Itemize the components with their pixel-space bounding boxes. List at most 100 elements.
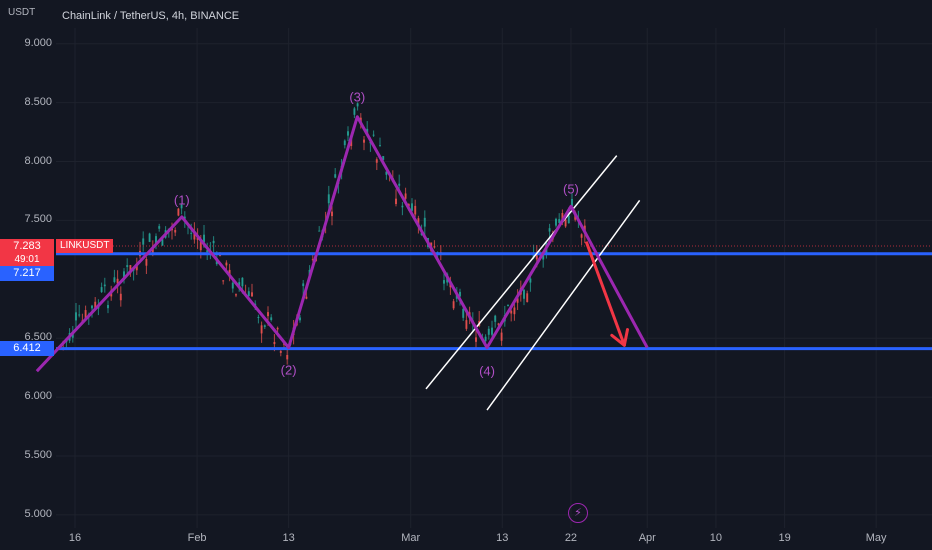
candle-body: [513, 307, 516, 315]
forecast-arrow-head-0: [622, 328, 629, 347]
candle-body: [347, 131, 349, 136]
x-tick-label: 19: [778, 532, 791, 544]
candle-body: [177, 208, 180, 216]
candle-body: [558, 219, 561, 224]
lightning-icon[interactable]: ⚡: [568, 503, 588, 523]
candle-body: [305, 296, 308, 299]
support-price-tag: 6.412: [0, 341, 54, 356]
last-price-tag: 7.283 49:01: [0, 239, 54, 267]
wave-label: (5): [562, 181, 579, 197]
candle-body: [465, 320, 468, 329]
candle-body: [142, 238, 145, 245]
candle-body: [510, 310, 513, 314]
candle-body: [529, 278, 532, 283]
candle-body: [507, 304, 509, 306]
candle-body: [334, 174, 337, 178]
candle-body: [404, 193, 407, 199]
candle-body: [219, 255, 221, 257]
candle-body: [126, 265, 129, 268]
candle-body: [363, 139, 365, 143]
channel-lines[interactable]: [425, 155, 641, 411]
candle-body: [260, 325, 263, 334]
candle-body: [567, 215, 570, 224]
candle-body: [148, 233, 151, 242]
candle-body: [375, 159, 378, 163]
candle-body: [500, 332, 503, 341]
candle-body: [212, 240, 215, 244]
candle-body: [331, 211, 333, 217]
candle-body: [561, 213, 564, 222]
candle-body: [523, 289, 525, 299]
candle-body: [222, 280, 225, 282]
candle-body: [247, 291, 250, 297]
candle-body: [203, 234, 205, 243]
candle-body: [123, 271, 125, 280]
candle-body: [366, 128, 369, 134]
candle-body: [407, 204, 410, 207]
candle-body: [241, 277, 244, 287]
x-tick-label: Apr: [638, 532, 656, 544]
y-tick-label: 5.500: [24, 449, 52, 461]
candle-body: [155, 236, 157, 245]
candle-body: [84, 310, 87, 319]
candle-body: [174, 229, 177, 233]
candle-body: [113, 277, 116, 283]
candle-body: [372, 134, 375, 136]
candle-body: [158, 226, 161, 229]
candle-body: [459, 291, 461, 297]
candle-body: [190, 232, 193, 234]
channel-line-1: [486, 199, 641, 411]
candle-body: [379, 145, 381, 147]
x-tick-label: Feb: [187, 532, 207, 544]
y-tick-label: 6.500: [24, 331, 52, 344]
candle-body: [103, 284, 106, 287]
y-tick-label: 9.000: [24, 36, 52, 49]
candle-body: [535, 253, 538, 260]
candle-body: [100, 287, 103, 293]
x-tick-label: 22: [564, 532, 578, 544]
candle-body: [462, 308, 465, 318]
candle-body: [302, 283, 305, 287]
candle-body: [235, 294, 237, 296]
price-unit: USDT: [8, 7, 36, 18]
candle-body: [494, 315, 497, 322]
forecast-arrow-head-1: [610, 333, 626, 347]
candle-body: [267, 312, 269, 317]
candle-body: [417, 218, 420, 227]
candle-body: [94, 301, 97, 309]
candle-body: [401, 205, 404, 208]
candle-body: [395, 198, 397, 205]
candle-body: [75, 312, 77, 321]
candle-body: [107, 305, 109, 309]
forecast-arrow[interactable]: [584, 241, 629, 347]
candle-body: [343, 140, 346, 146]
candle-body: [318, 230, 321, 232]
wave-label: (2): [280, 362, 297, 378]
candle-body: [231, 282, 234, 289]
candle-body: [279, 350, 282, 353]
y-tick-label: 8.500: [24, 95, 52, 108]
candle-body: [491, 327, 493, 335]
candle-body: [353, 108, 356, 115]
candle-body: [151, 248, 154, 255]
candle-body: [119, 293, 122, 301]
wave-path[interactable]: [35, 115, 649, 373]
symbol-tag: LINKUSDT: [56, 239, 114, 253]
candle-body: [571, 199, 573, 206]
horizontal-levels[interactable]: [56, 245, 932, 351]
candle-body: [516, 298, 519, 303]
candle-body: [91, 305, 93, 309]
wave-label: (1): [173, 192, 190, 208]
candle-body: [257, 316, 260, 318]
x-tick-label: 16: [68, 532, 82, 544]
candle-body: [251, 292, 253, 297]
bar-countdown: 49:01: [14, 254, 40, 265]
candle-body: [238, 282, 241, 287]
candle-body: [484, 336, 487, 342]
candle-body: [311, 259, 314, 261]
wave-label: (3): [349, 89, 366, 105]
y-tick-label: 8.000: [24, 154, 52, 167]
candle-body: [452, 301, 455, 309]
